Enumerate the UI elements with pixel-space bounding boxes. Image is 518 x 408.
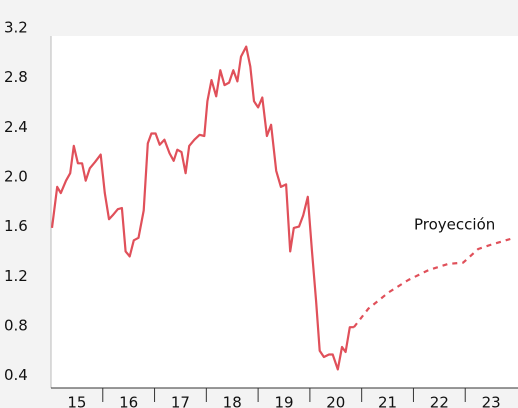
annotation: Proyección (414, 216, 495, 234)
plot-area (51, 36, 518, 388)
x-tick-label: 21 (378, 394, 397, 408)
x-tick-label: 18 (223, 394, 242, 408)
y-tick-label: 0.8 (4, 316, 28, 334)
x-tick-label: 20 (326, 394, 345, 408)
y-tick-label: 1.2 (4, 267, 28, 285)
data-line (50, 45, 354, 371)
y-tick-label: 2.0 (4, 167, 28, 185)
x-tick-label: 22 (430, 394, 449, 408)
y-tick-label: 2.8 (4, 68, 28, 86)
x-tick-label: 15 (67, 394, 86, 408)
x-tick-label: 17 (171, 394, 190, 408)
y-tick-label: 2.4 (4, 118, 28, 136)
x-tick-label: 16 (119, 394, 138, 408)
x-tick-label: 19 (274, 394, 293, 408)
y-tick-label: 0.4 (4, 366, 28, 384)
x-tick-label: 23 (482, 394, 501, 408)
y-tick-label: 1.6 (4, 217, 28, 235)
y-tick-label: 3.2 (4, 19, 28, 37)
